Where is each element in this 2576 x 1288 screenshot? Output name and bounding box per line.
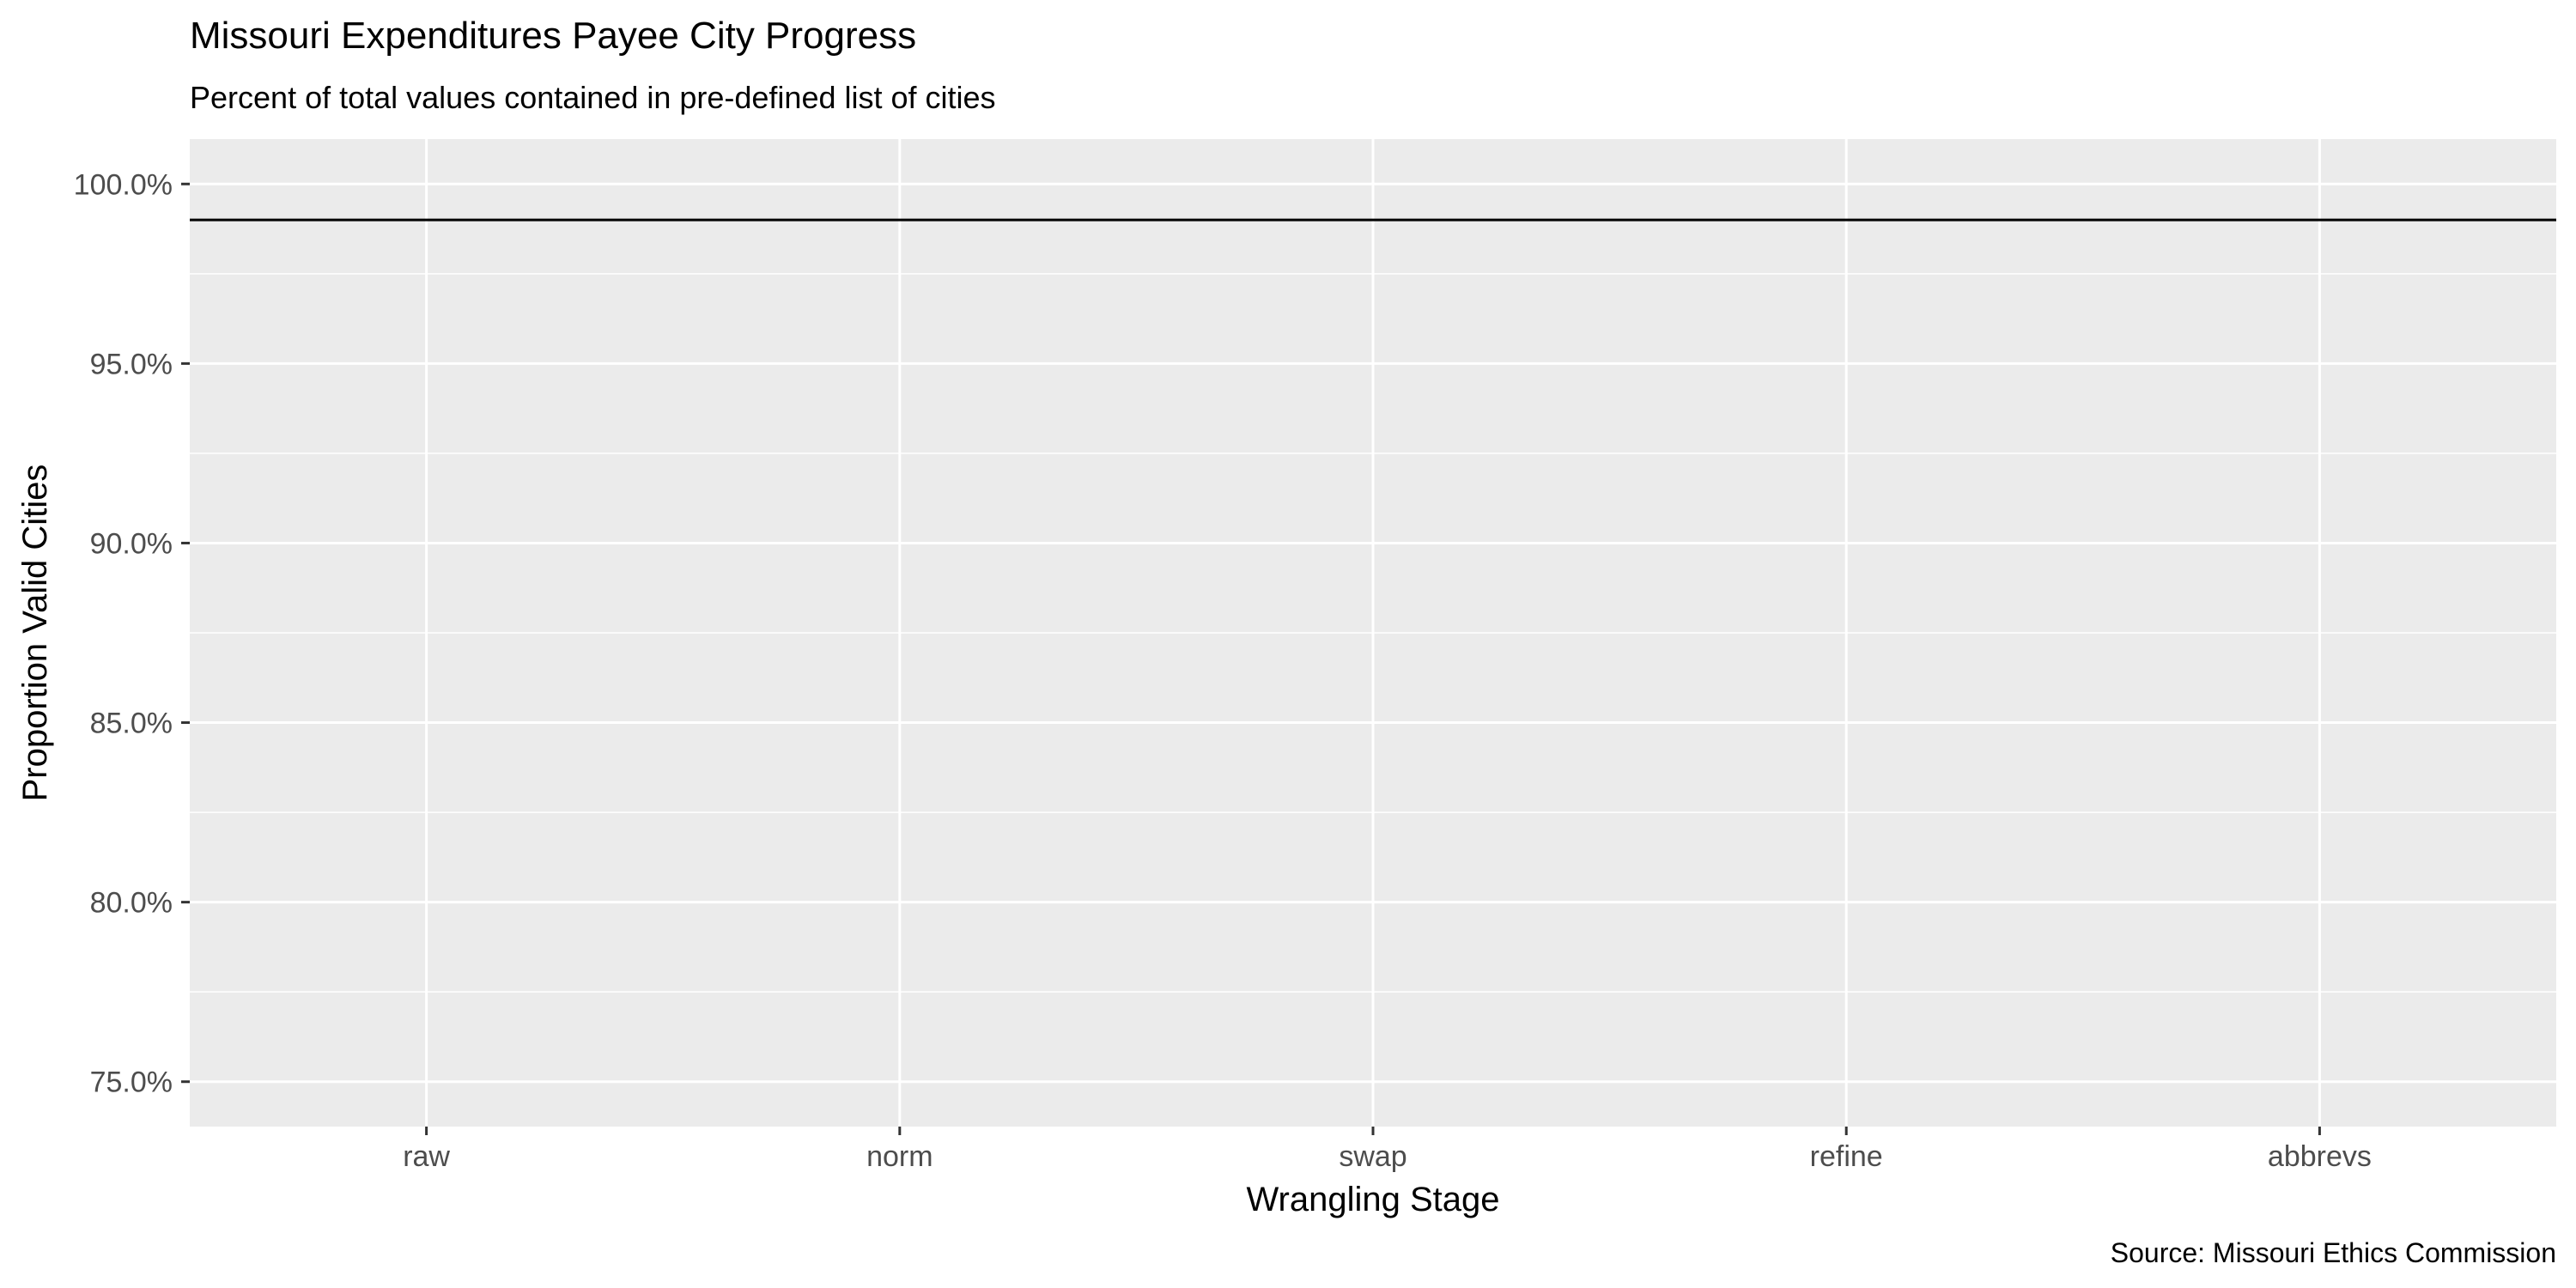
y-tick-label: 95.0%	[90, 348, 173, 380]
x-tick-label: norm	[866, 1140, 933, 1173]
x-axis-title: Wrangling Stage	[1247, 1181, 1500, 1218]
x-tick-label: raw	[403, 1140, 450, 1173]
y-tick-label: 75.0%	[90, 1066, 173, 1099]
x-tick-label: swap	[1339, 1140, 1406, 1173]
chart-title: Missouri Expenditures Payee City Progres…	[190, 15, 916, 57]
y-tick-label: 80.0%	[90, 887, 173, 920]
y-tick-label: 85.0%	[90, 708, 173, 740]
chart-caption: Source: Missouri Ethics Commission	[2111, 1237, 2556, 1268]
y-tick-label: 100.0%	[74, 168, 173, 201]
y-axis: 75.0% 80.0% 85.0% 90.0% 95.0% 100.0%	[74, 168, 190, 1099]
y-axis-title: Proportion Valid Cities	[16, 465, 54, 802]
chart-subtitle: Percent of total values contained in pre…	[190, 80, 996, 115]
y-tick-label: 90.0%	[90, 527, 173, 560]
x-tick-label: abbrevs	[2268, 1140, 2372, 1173]
x-axis: raw norm swap refine abbrevs	[403, 1127, 2372, 1173]
x-tick-label: refine	[1810, 1140, 1883, 1173]
major-grid	[190, 139, 2556, 1127]
